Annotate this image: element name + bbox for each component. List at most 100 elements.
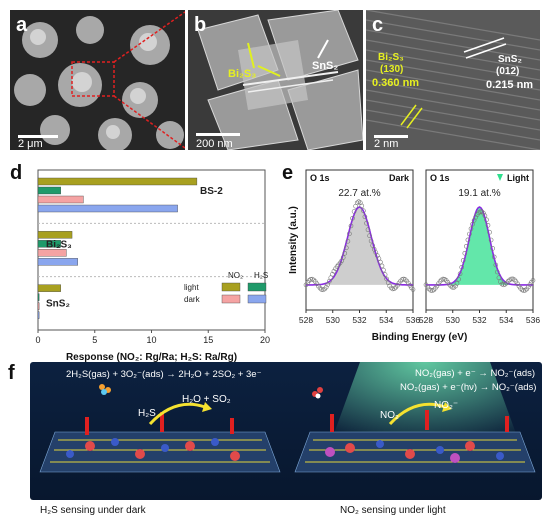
sns2-d-spacing: 0.215 nm <box>486 79 534 91</box>
data-point <box>437 279 443 284</box>
panel-b-label: b <box>194 14 207 36</box>
data-point <box>423 282 429 287</box>
left-lattice <box>39 412 281 473</box>
data-point <box>509 276 514 282</box>
data-point <box>354 200 360 206</box>
data-point <box>460 258 466 263</box>
data-point <box>340 255 346 260</box>
no2-reaction-2: NO₂(gas) + e⁻(hν) → NO₂⁻(ads) <box>400 382 537 393</box>
group-label: Bi₂S₃ <box>46 239 72 250</box>
condition-label: Dark <box>389 173 410 183</box>
data-point <box>518 286 523 291</box>
data-point <box>485 223 491 228</box>
panel-b-sem-image: b Bi₂S₃ SnS₂ 200 nm <box>188 10 363 150</box>
panel-a-sem-image: a 2 μm <box>10 10 185 150</box>
data-point <box>365 227 371 232</box>
data-point <box>467 231 472 237</box>
data-point <box>451 285 457 290</box>
data-point <box>323 284 329 290</box>
data-point <box>331 268 337 274</box>
data-point <box>342 251 348 256</box>
sem-nanoflower-image <box>10 10 185 150</box>
data-point <box>351 209 357 214</box>
x-tick-label: 530 <box>446 315 460 325</box>
bar-0-0 <box>37 177 198 186</box>
data-point <box>456 276 461 282</box>
panel-d-label: d <box>10 162 23 184</box>
data-point <box>392 286 397 291</box>
data-point <box>407 283 413 288</box>
light-icon <box>497 174 503 181</box>
scale-bar <box>374 135 408 138</box>
data-point <box>527 282 533 287</box>
data-point <box>303 282 309 288</box>
legend-header: H₂S <box>254 271 268 280</box>
x-tick-label: 532 <box>352 315 366 325</box>
data-point <box>362 214 368 220</box>
h2s-products-label: H₂O + SO₂ <box>182 394 231 405</box>
h2s-gas-label: H₂S <box>138 408 156 419</box>
data-point <box>361 208 366 214</box>
data-point <box>345 238 351 244</box>
data-point <box>406 280 411 286</box>
fit-curve <box>426 206 533 286</box>
data-point <box>526 284 531 290</box>
bar-2-0 <box>37 284 61 292</box>
data-point <box>498 279 503 284</box>
x-tick-label: 5 <box>92 335 97 345</box>
scale-label: 2 μm <box>18 138 43 150</box>
fit-curve <box>306 206 413 286</box>
data-point <box>470 222 475 227</box>
x-axis-label: Response (NO₂: Rg/Ra; H₂S: Ra/Rg) <box>66 352 237 363</box>
data-point <box>379 263 385 269</box>
bar-2-3 <box>37 311 40 319</box>
subplot-label: O 1s <box>430 173 450 183</box>
data-point <box>479 209 485 215</box>
bar-1-3 <box>37 258 78 266</box>
data-point <box>462 251 468 256</box>
sem-nanosheet-image <box>188 10 363 150</box>
scale-bar <box>196 133 240 136</box>
panel-c-hrtem-image: c Bi₂S₃ (130) 0.360 nm SnS₂ (012) 0.215 … <box>366 10 540 150</box>
panel-c-label: c <box>372 14 384 36</box>
data-point <box>337 260 343 266</box>
bar-1-1 <box>37 240 61 248</box>
x-tick-label: 10 <box>146 335 156 345</box>
bar-0-2 <box>37 195 84 204</box>
data-point <box>459 265 464 270</box>
atomic-percent-label: 22.7 at.% <box>338 188 380 199</box>
data-point <box>348 223 354 229</box>
no2-ion-label: NO₂⁻ <box>434 400 459 411</box>
sns2-title: SnS₂ <box>498 54 522 65</box>
x-tick-label: 528 <box>299 315 313 325</box>
data-point <box>513 279 519 284</box>
right-lattice <box>294 410 536 473</box>
x-tick-label: 536 <box>406 315 420 325</box>
data-point <box>491 254 497 260</box>
xps-chart-svg: O 1s Dark 22.7 at.% 528 530 532 534 536 O 1s Ligh… <box>288 169 540 343</box>
panel-f-mechanism-schematic: 2H₂S(gas) + 3O₂⁻(ads) → 2H₂O + 2SO₂ + 3e… <box>30 362 542 500</box>
bar-0-3 <box>37 204 178 213</box>
mechanism-scene <box>39 362 536 473</box>
data-point <box>440 276 446 282</box>
data-point <box>359 203 365 209</box>
data-point <box>482 213 488 219</box>
x-tick-label: 530 <box>326 315 340 325</box>
data-point <box>493 262 499 268</box>
data-point <box>490 246 495 251</box>
bar-chart-svg: BS-2 Bi₂S₃ SnS₂ NO₂ H₂S light dark 0 5 10 15 20 Resp… <box>35 169 270 363</box>
caption-no2-light: NO₂ sensing under light <box>340 505 446 516</box>
data-point <box>344 245 349 251</box>
group-label: BS-2 <box>200 186 223 197</box>
no2-reaction-1: NO₂(gas) + e⁻ → NO₂⁻(ads) <box>415 368 536 379</box>
scale-bar <box>18 135 58 138</box>
data-point <box>434 283 440 289</box>
data-point <box>347 231 352 237</box>
data-point <box>496 275 502 280</box>
x-tick-label: 536 <box>526 315 540 325</box>
data-point <box>378 259 383 265</box>
data-point <box>468 226 474 232</box>
data-point <box>454 281 460 286</box>
caption-h2s-dark: H₂S sensing under dark <box>40 505 146 516</box>
data-point <box>367 233 372 238</box>
